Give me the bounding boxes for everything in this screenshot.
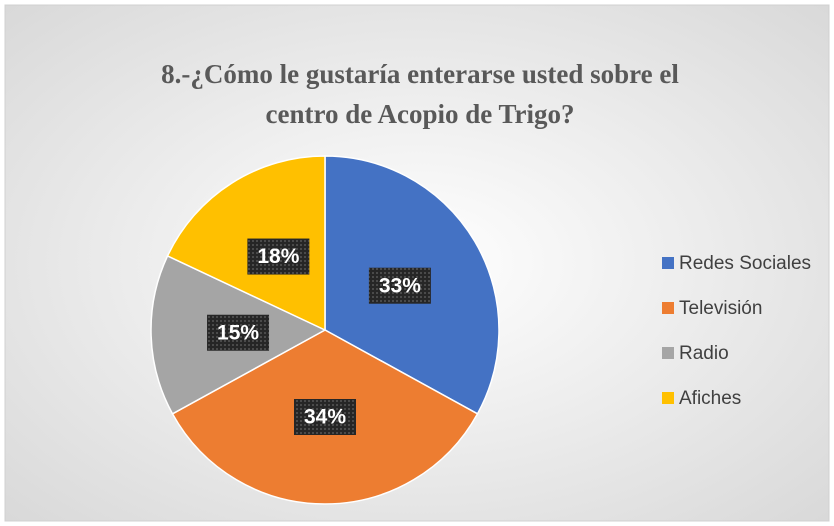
- legend-label: Afiches: [679, 388, 741, 409]
- legend-swatch: [662, 257, 674, 269]
- data-label: 34%: [304, 406, 346, 429]
- chart-title: 8.-¿Cómo le gustaría enterarse usted sob…: [161, 59, 679, 129]
- pie-slice: [166, 155, 326, 332]
- data-label: 18%: [257, 245, 299, 268]
- legend-label: Televisión: [679, 298, 762, 319]
- legend-label: Redes Sociales: [679, 253, 811, 274]
- data-label: 15%: [217, 321, 259, 344]
- legend-swatch: [662, 347, 674, 359]
- legend-swatch: [662, 392, 674, 404]
- data-label-box: [207, 314, 270, 351]
- data-label: 33%: [379, 274, 421, 297]
- legend-swatch: [662, 302, 674, 314]
- data-label-box: [368, 267, 431, 304]
- legend-label: Radio: [679, 343, 729, 364]
- data-label-box: [294, 399, 356, 435]
- data-label-box: [247, 238, 310, 275]
